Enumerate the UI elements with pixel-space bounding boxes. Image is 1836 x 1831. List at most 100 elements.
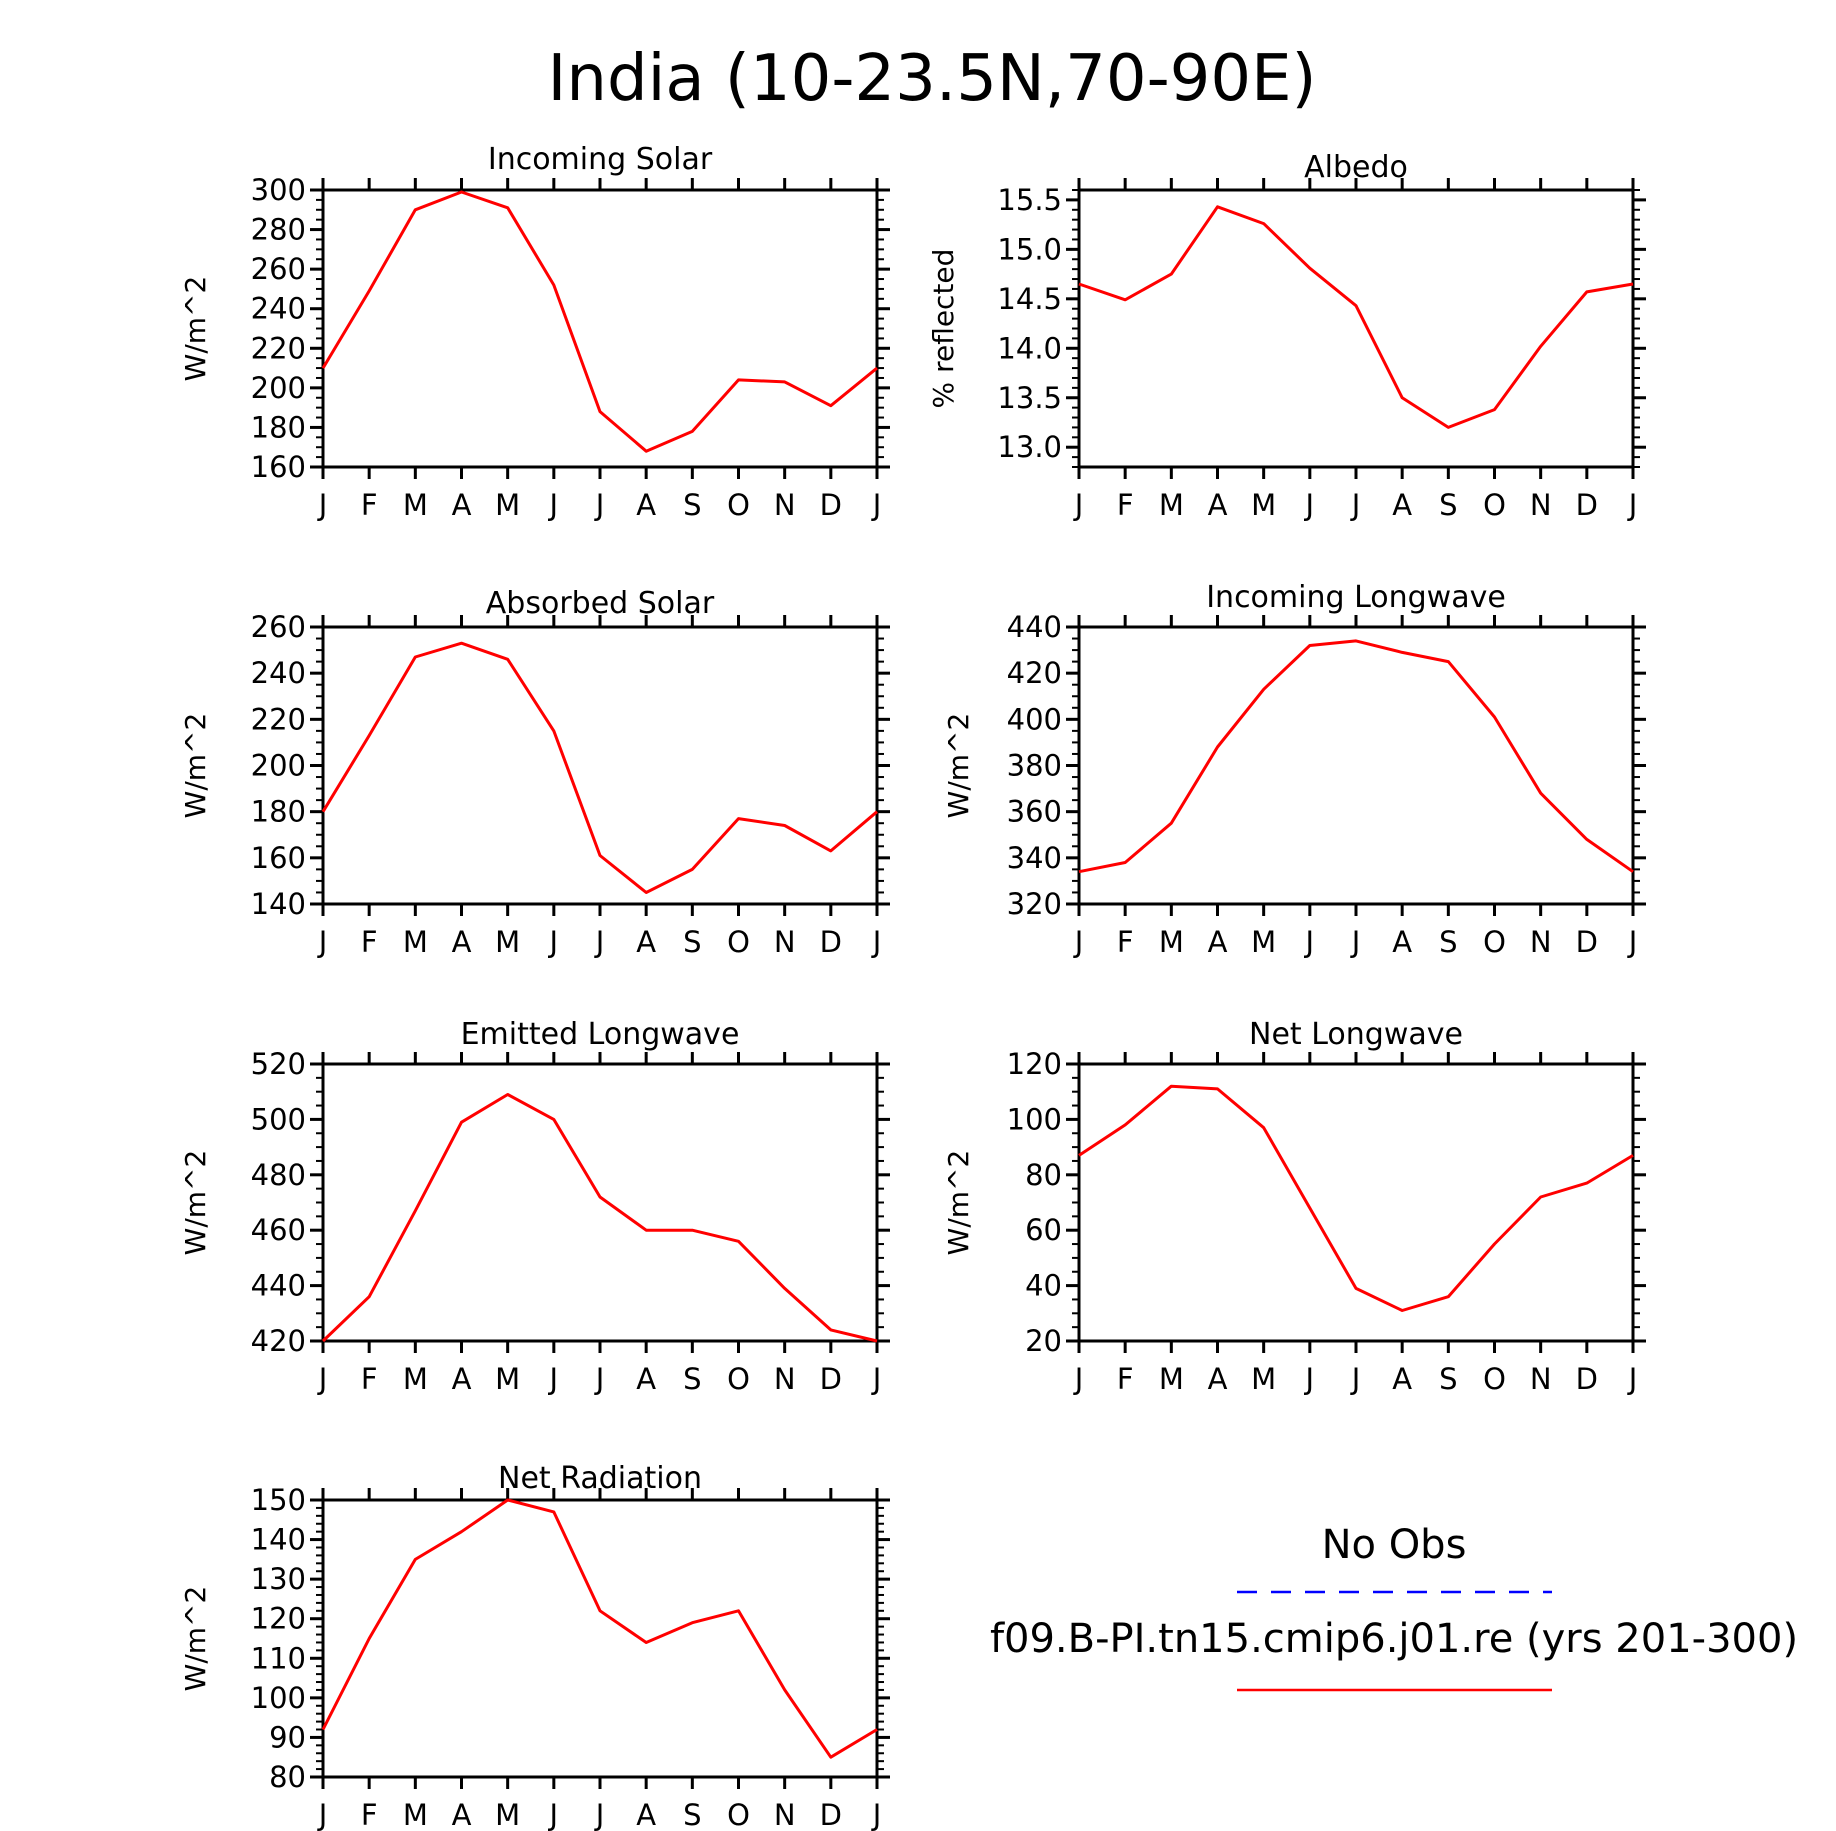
x-tick-label: D (820, 488, 842, 522)
x-tick-label: A (1208, 488, 1228, 522)
series-line (321, 641, 878, 894)
y-tick-label: 60 (1025, 1213, 1062, 1247)
x-tick-label: S (683, 925, 701, 959)
legend-model-label: f09.B-PI.tn15.cmip6.j01.re (yrs 201-300) (990, 1616, 1798, 1662)
x-tick-label: S (683, 1798, 701, 1831)
x-tick-label: F (361, 1798, 378, 1831)
x-tick-label: O (1483, 1362, 1506, 1396)
y-tick-label: 20 (1025, 1324, 1062, 1358)
y-tick-label: 200 (251, 371, 306, 405)
x-tick-label: O (727, 1798, 750, 1831)
x-tick-label: M (1251, 925, 1276, 959)
y-axis-label: W/m^2 (179, 713, 212, 819)
x-tick-label: F (1117, 488, 1134, 522)
x-tick-label: S (683, 488, 701, 522)
y-tick-label: 13.5 (997, 381, 1062, 415)
x-tick-label: O (727, 925, 750, 959)
x-tick-label: M (495, 925, 520, 959)
x-tick-label: N (1530, 1362, 1552, 1396)
x-tick-label: J (594, 1798, 605, 1831)
y-tick-label: 260 (251, 252, 306, 286)
x-tick-label: N (774, 1362, 796, 1396)
y-axis-label: W/m^2 (179, 1150, 212, 1256)
x-tick-label: N (1530, 488, 1552, 522)
x-tick-label: M (495, 1362, 520, 1396)
x-tick-label: O (727, 488, 750, 522)
y-tick-label: 160 (251, 841, 306, 875)
y-tick-label: 440 (1007, 610, 1062, 644)
plot-frame (321, 188, 879, 469)
x-tick-label: D (820, 925, 842, 959)
x-tick-label: O (1483, 925, 1506, 959)
y-tick-label: 160 (251, 450, 306, 484)
x-tick-label: O (1483, 488, 1506, 522)
y-tick-label: 360 (1007, 795, 1062, 829)
series-line (321, 1093, 878, 1343)
plot-frame (1077, 188, 1635, 469)
x-tick-label: N (774, 488, 796, 522)
y-tick-label: 130 (251, 1562, 306, 1596)
x-tick-label: F (1117, 925, 1134, 959)
x-tick-label: J (1627, 925, 1638, 959)
y-tick-label: 15.0 (997, 232, 1062, 266)
x-tick-label: S (683, 1362, 701, 1396)
x-tick-label: M (403, 488, 428, 522)
y-tick-label: 220 (251, 331, 306, 365)
x-tick-label: O (727, 1362, 750, 1396)
x-tick-label: S (1439, 488, 1457, 522)
x-tick-label: A (1392, 488, 1412, 522)
x-tick-label: J (1350, 925, 1361, 959)
chart-title: Incoming Solar (488, 142, 713, 177)
y-tick-label: 14.5 (997, 282, 1062, 316)
y-tick-label: 240 (251, 292, 306, 326)
y-tick-label: 420 (251, 1324, 306, 1358)
plot-frame (321, 1062, 879, 1343)
plot-frame (321, 625, 879, 906)
x-tick-label: M (495, 488, 520, 522)
x-tick-label: A (1392, 925, 1412, 959)
y-axis-label: W/m^2 (942, 1150, 975, 1256)
y-tick-label: 110 (251, 1641, 306, 1675)
x-tick-label: J (317, 1798, 328, 1831)
x-tick-label: F (1117, 1362, 1134, 1396)
plot-frame (321, 1498, 879, 1779)
x-tick-label: M (495, 1798, 520, 1831)
legend-obs-label: No Obs (1322, 1522, 1467, 1568)
x-tick-label: A (1208, 1362, 1228, 1396)
x-tick-label: J (871, 1798, 882, 1831)
x-tick-label: A (452, 925, 472, 959)
plot-frame (1077, 1062, 1635, 1343)
x-tick-label: N (774, 1798, 796, 1831)
y-tick-label: 220 (251, 702, 306, 736)
x-tick-label: J (548, 1362, 559, 1396)
x-tick-label: J (594, 925, 605, 959)
y-tick-label: 440 (251, 1269, 306, 1303)
y-tick-label: 140 (251, 887, 306, 921)
y-tick-label: 180 (251, 410, 306, 444)
y-tick-label: 14.0 (997, 331, 1062, 365)
y-tick-label: 120 (1007, 1047, 1062, 1081)
y-axis-label: % reflected (927, 249, 960, 409)
x-tick-label: A (1208, 925, 1228, 959)
series-line (321, 1498, 878, 1759)
x-tick-label: J (594, 1362, 605, 1396)
x-tick-label: J (1073, 488, 1084, 522)
y-tick-label: 520 (251, 1047, 306, 1081)
x-tick-label: M (403, 1362, 428, 1396)
x-tick-label: J (871, 1362, 882, 1396)
y-tick-label: 500 (251, 1102, 306, 1136)
x-tick-label: D (1576, 488, 1598, 522)
y-tick-label: 140 (251, 1523, 306, 1557)
chart-title: Net Longwave (1249, 1017, 1463, 1052)
x-tick-label: M (403, 1798, 428, 1831)
x-tick-label: A (636, 1798, 656, 1831)
y-tick-label: 100 (251, 1681, 306, 1715)
x-tick-label: J (1627, 488, 1638, 522)
x-tick-label: D (1576, 925, 1598, 959)
x-tick-label: N (774, 925, 796, 959)
y-tick-label: 400 (1007, 702, 1062, 736)
y-tick-label: 480 (251, 1158, 306, 1192)
